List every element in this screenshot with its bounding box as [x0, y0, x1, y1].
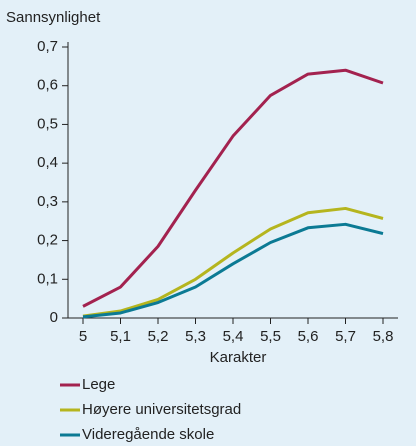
y-tick-label: 0,3: [37, 193, 58, 210]
x-tick-label: 5: [79, 328, 87, 345]
x-tick-label: 5,1: [110, 328, 131, 345]
x-tick-label: 5,8: [373, 328, 394, 345]
x-tick-label: 5,5: [260, 328, 281, 345]
y-tick-label: 0: [50, 309, 58, 326]
x-axis-label: Karakter: [210, 349, 267, 366]
y-tick-label: 0,6: [37, 77, 58, 94]
x-tick-label: 5,6: [298, 328, 319, 345]
y-tick-label: 0,1: [37, 270, 58, 287]
line-series: [82, 68, 384, 308]
y-tick-label: 0,4: [37, 154, 58, 171]
y-tick-label: 0,7: [37, 38, 58, 55]
line-series: [82, 206, 384, 318]
y-tick-label: 0,2: [37, 232, 58, 249]
x-tick-label: 5,3: [185, 328, 206, 345]
legend-label: Høyere universitetsgrad: [82, 401, 241, 418]
y-axis-label: Sannsynlighet: [6, 9, 101, 26]
x-tick-label: 5,2: [148, 328, 169, 345]
y-tick-label: 0,5: [37, 115, 58, 132]
line-series: [82, 222, 384, 319]
x-tick-label: 5,4: [223, 328, 244, 345]
legend-label: Lege: [82, 376, 115, 393]
x-tick-label: 5,7: [335, 328, 356, 345]
legend-label: Videregående skole: [82, 426, 214, 443]
